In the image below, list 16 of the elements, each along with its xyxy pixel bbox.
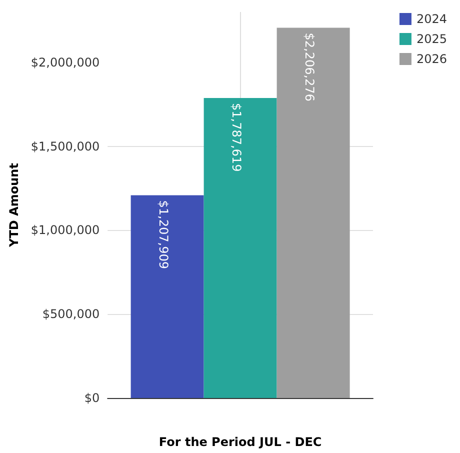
y-tick-label: $500,000: [42, 307, 100, 322]
y-tick-label: $2,000,000: [30, 55, 100, 70]
legend-label: 2024: [416, 12, 448, 26]
data-label: $1,787,619: [229, 102, 244, 172]
bar: [276, 28, 350, 398]
data-label: $1,207,909: [156, 200, 170, 269]
y-tick-label: $0: [84, 391, 100, 405]
y-tick-label: $1,500,000: [30, 139, 100, 154]
legend-label: 2025: [416, 32, 448, 46]
y-axis-title: YTD Amount: [7, 162, 21, 248]
bar: [204, 98, 277, 398]
bar: [130, 195, 204, 398]
data-label: $2,206,276: [302, 32, 316, 102]
legend-label: 2026: [416, 52, 448, 66]
x-axis-title: For the Period JUL - DEC: [158, 435, 322, 449]
y-tick-label: $1,000,000: [30, 223, 100, 238]
